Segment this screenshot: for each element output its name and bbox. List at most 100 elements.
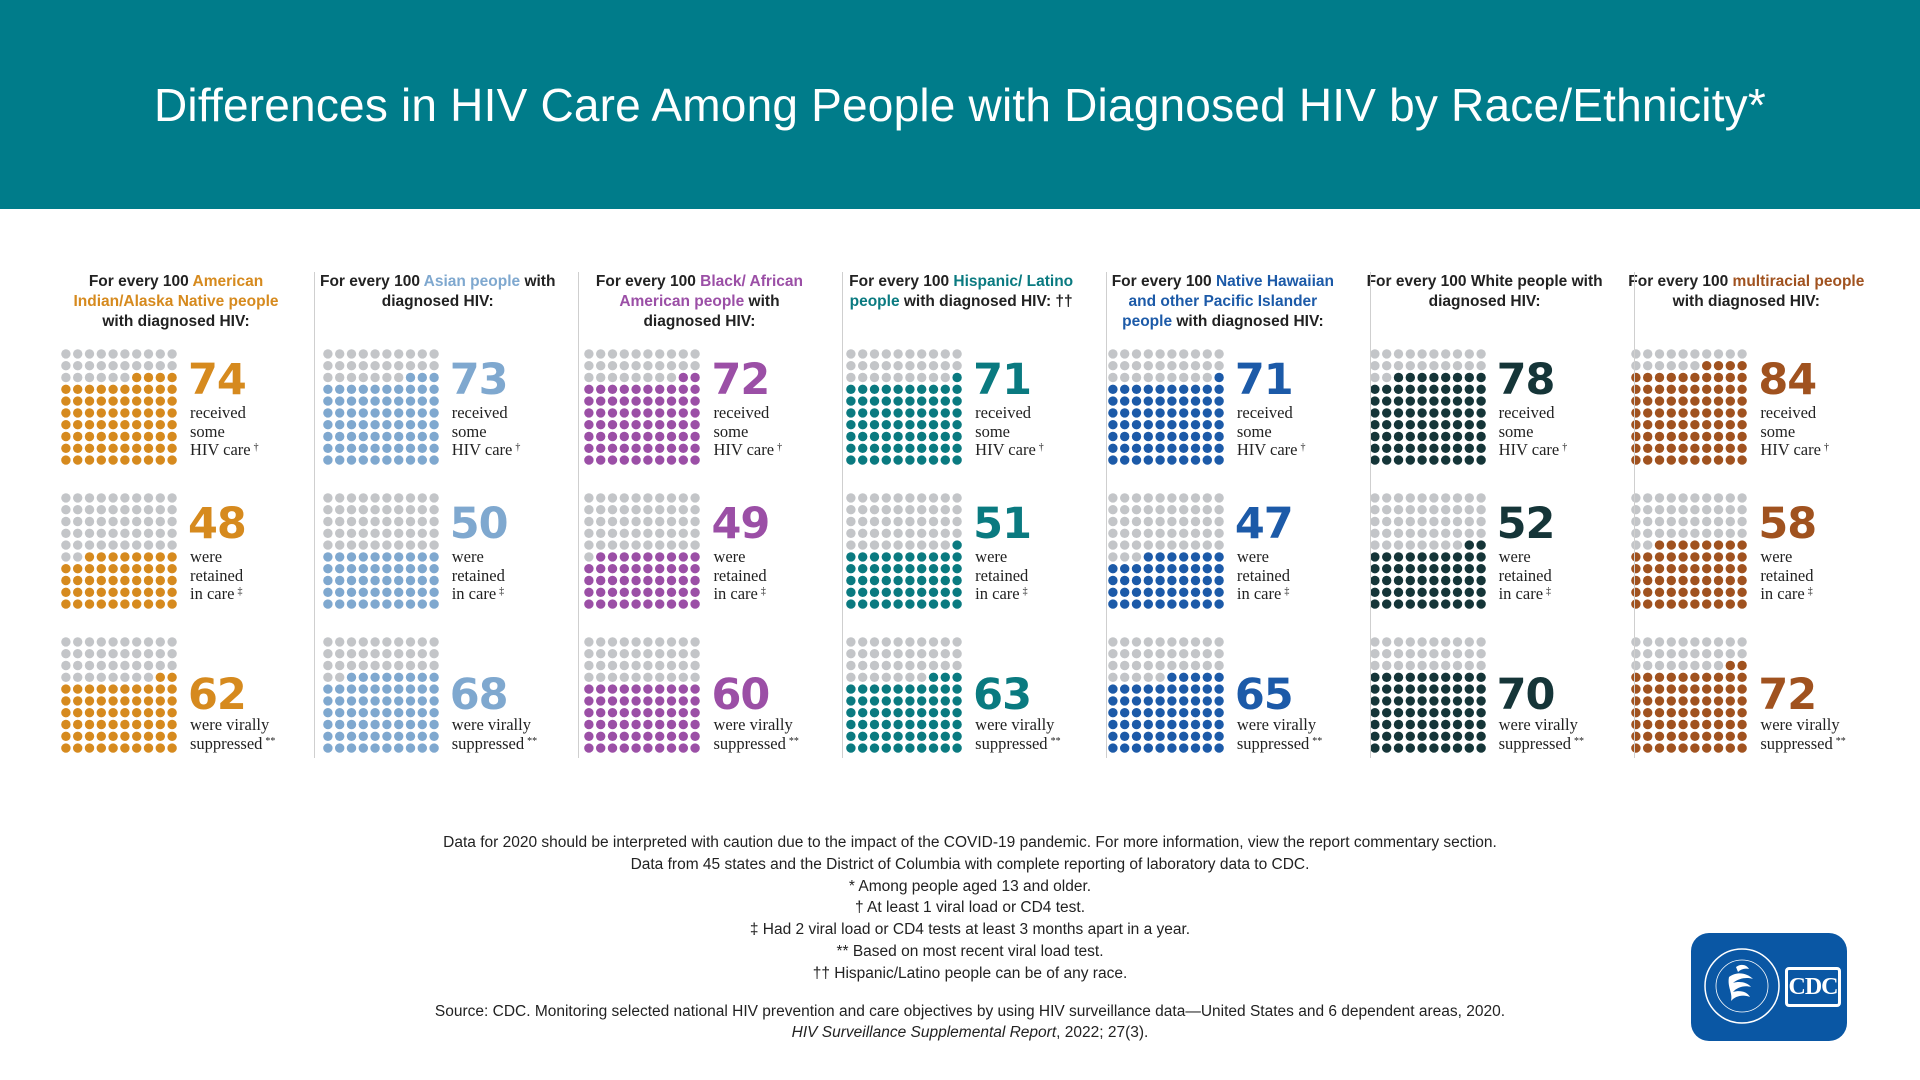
filled-dot xyxy=(1119,443,1130,453)
filled-dot xyxy=(1202,408,1212,418)
filled-dot xyxy=(1464,708,1474,718)
empty-dot xyxy=(381,493,392,503)
empty-dot xyxy=(1190,505,1201,515)
empty-dot xyxy=(1369,660,1380,671)
filled-dot xyxy=(370,575,380,586)
empty-dot xyxy=(1108,349,1118,359)
filled-dot xyxy=(1405,743,1415,753)
empty-dot xyxy=(655,505,665,515)
empty-dot xyxy=(596,649,606,659)
filled-dot xyxy=(108,552,118,562)
empty-dot xyxy=(1381,540,1391,550)
empty-dot xyxy=(84,372,95,383)
empty-dot xyxy=(643,505,654,515)
filled-dot xyxy=(1405,384,1415,394)
filled-dot xyxy=(1643,455,1653,465)
filled-dot xyxy=(96,743,106,753)
empty-dot xyxy=(405,528,415,538)
filled-dot xyxy=(1464,719,1474,730)
filled-dot xyxy=(1405,564,1415,574)
filled-dot xyxy=(393,599,404,609)
filled-dot xyxy=(1631,731,1641,741)
empty-dot xyxy=(940,493,951,503)
filled-dot xyxy=(1690,696,1700,706)
empty-dot xyxy=(346,493,356,503)
filled-dot xyxy=(417,552,427,562)
filled-dot xyxy=(917,552,927,562)
filled-dot xyxy=(928,743,939,753)
filled-dot xyxy=(381,552,392,562)
filled-dot xyxy=(643,696,654,706)
filled-dot xyxy=(1631,455,1641,465)
filled-dot xyxy=(84,431,95,442)
empty-dot xyxy=(393,660,404,671)
filled-dot xyxy=(1737,431,1748,442)
filled-dot xyxy=(952,408,962,418)
empty-dot xyxy=(61,505,71,515)
empty-dot xyxy=(1167,649,1177,659)
filled-dot xyxy=(120,443,130,453)
filled-dot xyxy=(132,408,142,418)
empty-dot xyxy=(667,672,677,682)
filled-dot xyxy=(1690,599,1700,609)
filled-dot xyxy=(631,443,642,453)
filled-dot xyxy=(1190,696,1201,706)
filled-dot xyxy=(917,443,927,453)
filled-dot xyxy=(1440,731,1450,741)
filled-dot xyxy=(858,719,868,730)
filled-dot xyxy=(381,743,392,753)
filled-dot xyxy=(167,719,177,730)
filled-dot xyxy=(1452,408,1462,418)
footnote-mark: ** xyxy=(1050,735,1061,747)
panel-title-suffix: with diagnosed HIV: xyxy=(1172,313,1324,330)
filled-dot xyxy=(346,696,356,706)
empty-dot xyxy=(132,349,142,359)
empty-dot xyxy=(1143,361,1153,371)
filled-dot xyxy=(584,431,595,442)
filled-dot xyxy=(108,575,118,586)
empty-dot xyxy=(1108,361,1118,371)
filled-dot xyxy=(1369,672,1380,682)
filled-dot xyxy=(655,719,665,730)
empty-dot xyxy=(1440,361,1450,371)
empty-dot xyxy=(1393,649,1403,659)
filled-dot xyxy=(358,731,368,741)
filled-dot xyxy=(1678,431,1689,442)
empty-dot xyxy=(952,349,962,359)
filled-dot xyxy=(417,743,427,753)
empty-dot xyxy=(940,505,951,515)
filled-dot xyxy=(108,396,118,406)
footnote-mark: † xyxy=(1300,442,1306,453)
empty-dot xyxy=(881,672,892,682)
filled-dot xyxy=(1655,564,1665,574)
value-label: received some HIV care † xyxy=(713,403,782,460)
empty-dot xyxy=(1190,372,1201,383)
filled-dot xyxy=(596,684,606,694)
filled-dot xyxy=(96,552,106,562)
filled-dot xyxy=(1405,731,1415,741)
empty-dot xyxy=(370,349,380,359)
filled-dot xyxy=(1631,684,1641,694)
empty-dot xyxy=(429,649,439,659)
measure-row: 84 received some HIV care † xyxy=(1630,348,1888,466)
filled-dot xyxy=(1643,587,1653,597)
filled-dot xyxy=(358,431,368,442)
filled-dot xyxy=(155,420,165,430)
filled-dot xyxy=(1464,420,1474,430)
filled-dot xyxy=(584,696,595,706)
filled-dot xyxy=(620,696,630,706)
empty-dot xyxy=(869,516,880,527)
filled-dot xyxy=(1143,719,1153,730)
filled-dot xyxy=(167,684,177,694)
filled-dot xyxy=(1405,575,1415,586)
filled-dot xyxy=(917,696,927,706)
empty-dot xyxy=(1737,649,1748,659)
filled-dot xyxy=(1369,455,1380,465)
empty-dot xyxy=(1131,649,1142,659)
filled-dot xyxy=(881,408,892,418)
filled-dot xyxy=(96,587,106,597)
filled-dot xyxy=(346,575,356,586)
empty-dot xyxy=(1416,493,1427,503)
filled-dot xyxy=(620,420,630,430)
filled-dot xyxy=(322,696,333,706)
